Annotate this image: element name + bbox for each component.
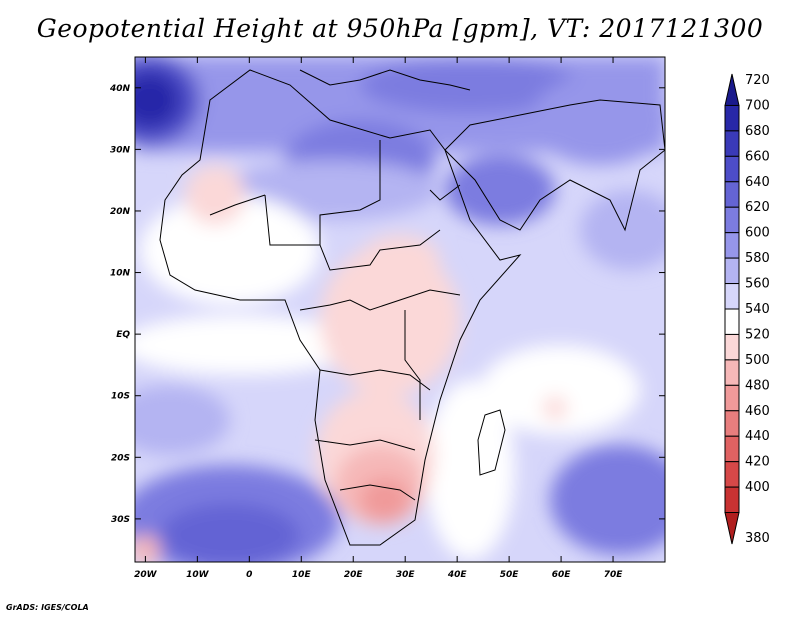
colorbar-arrow-top	[724, 73, 740, 106]
lon-tick-label: 10E	[292, 570, 312, 580]
lon-tick-label: 40E	[447, 570, 468, 580]
lat-tick-label: 20S	[111, 453, 130, 463]
geopotential-field	[135, 57, 665, 562]
colorbar-label: 400	[745, 480, 770, 495]
lon-tick-label: 30E	[396, 570, 416, 580]
colorbar-swatch	[724, 384, 740, 412]
colorbar-label: 640	[745, 175, 770, 190]
colorbar-label: 420	[745, 455, 770, 470]
lon-tick-label: 50E	[500, 570, 520, 580]
lon-tick-label: 0	[246, 570, 252, 580]
colorbar-label: 500	[745, 353, 770, 368]
lon-tick-label: 10W	[186, 570, 210, 580]
longitude-axis: 20W 10W 0 10E 20E 30E 40E 50E 60E 70E	[134, 57, 623, 580]
colorbar-arrow-bottom	[724, 512, 740, 545]
colorbar-label: 440	[745, 429, 770, 444]
colorbar-label: 560	[745, 277, 770, 292]
colorbar-label: 460	[745, 404, 770, 419]
colorbar-swatch	[724, 435, 740, 463]
colorbar-swatch	[724, 359, 740, 386]
colorbar-label: 620	[745, 200, 770, 215]
colorbar-swatch	[724, 410, 740, 437]
colorbar-swatch	[724, 232, 740, 259]
colorbar-swatch	[724, 104, 740, 132]
colorbar-label: 580	[745, 251, 770, 266]
colorbar-swatch	[724, 283, 740, 310]
lat-tick-label: EQ	[116, 330, 130, 340]
lat-tick-label: 30S	[111, 515, 130, 525]
coastlines	[159, 69, 665, 546]
lat-tick-label: 10N	[110, 269, 131, 279]
colorbar-label: 600	[745, 226, 770, 241]
colorbar: 720 700 680 660 640 620 600 580 560 540 520 500 480 4…	[724, 73, 770, 546]
colorbar-swatch	[724, 130, 740, 157]
colorbar-label: 720	[745, 73, 770, 88]
colorbar-swatch	[724, 206, 740, 234]
lon-tick-label: 70E	[604, 570, 624, 580]
map-frame	[134, 56, 666, 563]
lat-tick-label: 30N	[110, 145, 131, 155]
colorbar-label: 700	[745, 98, 770, 113]
lon-tick-label: 60E	[552, 570, 572, 580]
colorbar-swatch	[724, 308, 740, 335]
lat-tick-label: 10S	[111, 392, 130, 402]
colorbar-swatch	[724, 333, 740, 361]
lon-tick-label: 20W	[134, 570, 158, 580]
colorbar-swatch	[724, 486, 740, 514]
colorbar-swatch	[724, 155, 740, 183]
colorbar-label: 520	[745, 327, 770, 342]
colorbar-swatch	[724, 257, 740, 285]
latitude-axis: 40N 30N 20N 10N EQ 10S 20S 30S	[109, 84, 665, 525]
colorbar-label: 660	[745, 149, 770, 164]
colorbar-label: 680	[745, 124, 770, 139]
colorbar-label: 540	[745, 302, 770, 317]
lat-tick-label: 20N	[110, 207, 131, 217]
colorbar-swatch	[724, 181, 740, 208]
colorbar-swatch	[724, 461, 740, 488]
lat-tick-label: 40N	[109, 84, 131, 94]
map-title: Geopotential Height at 950hPa [gpm], VT:…	[36, 14, 764, 43]
colorbar-label: 380	[745, 531, 770, 546]
credit-text: GrADS: IGES/COLA	[6, 603, 89, 612]
lon-tick-label: 20E	[344, 570, 364, 580]
colorbar-label: 480	[745, 378, 770, 393]
